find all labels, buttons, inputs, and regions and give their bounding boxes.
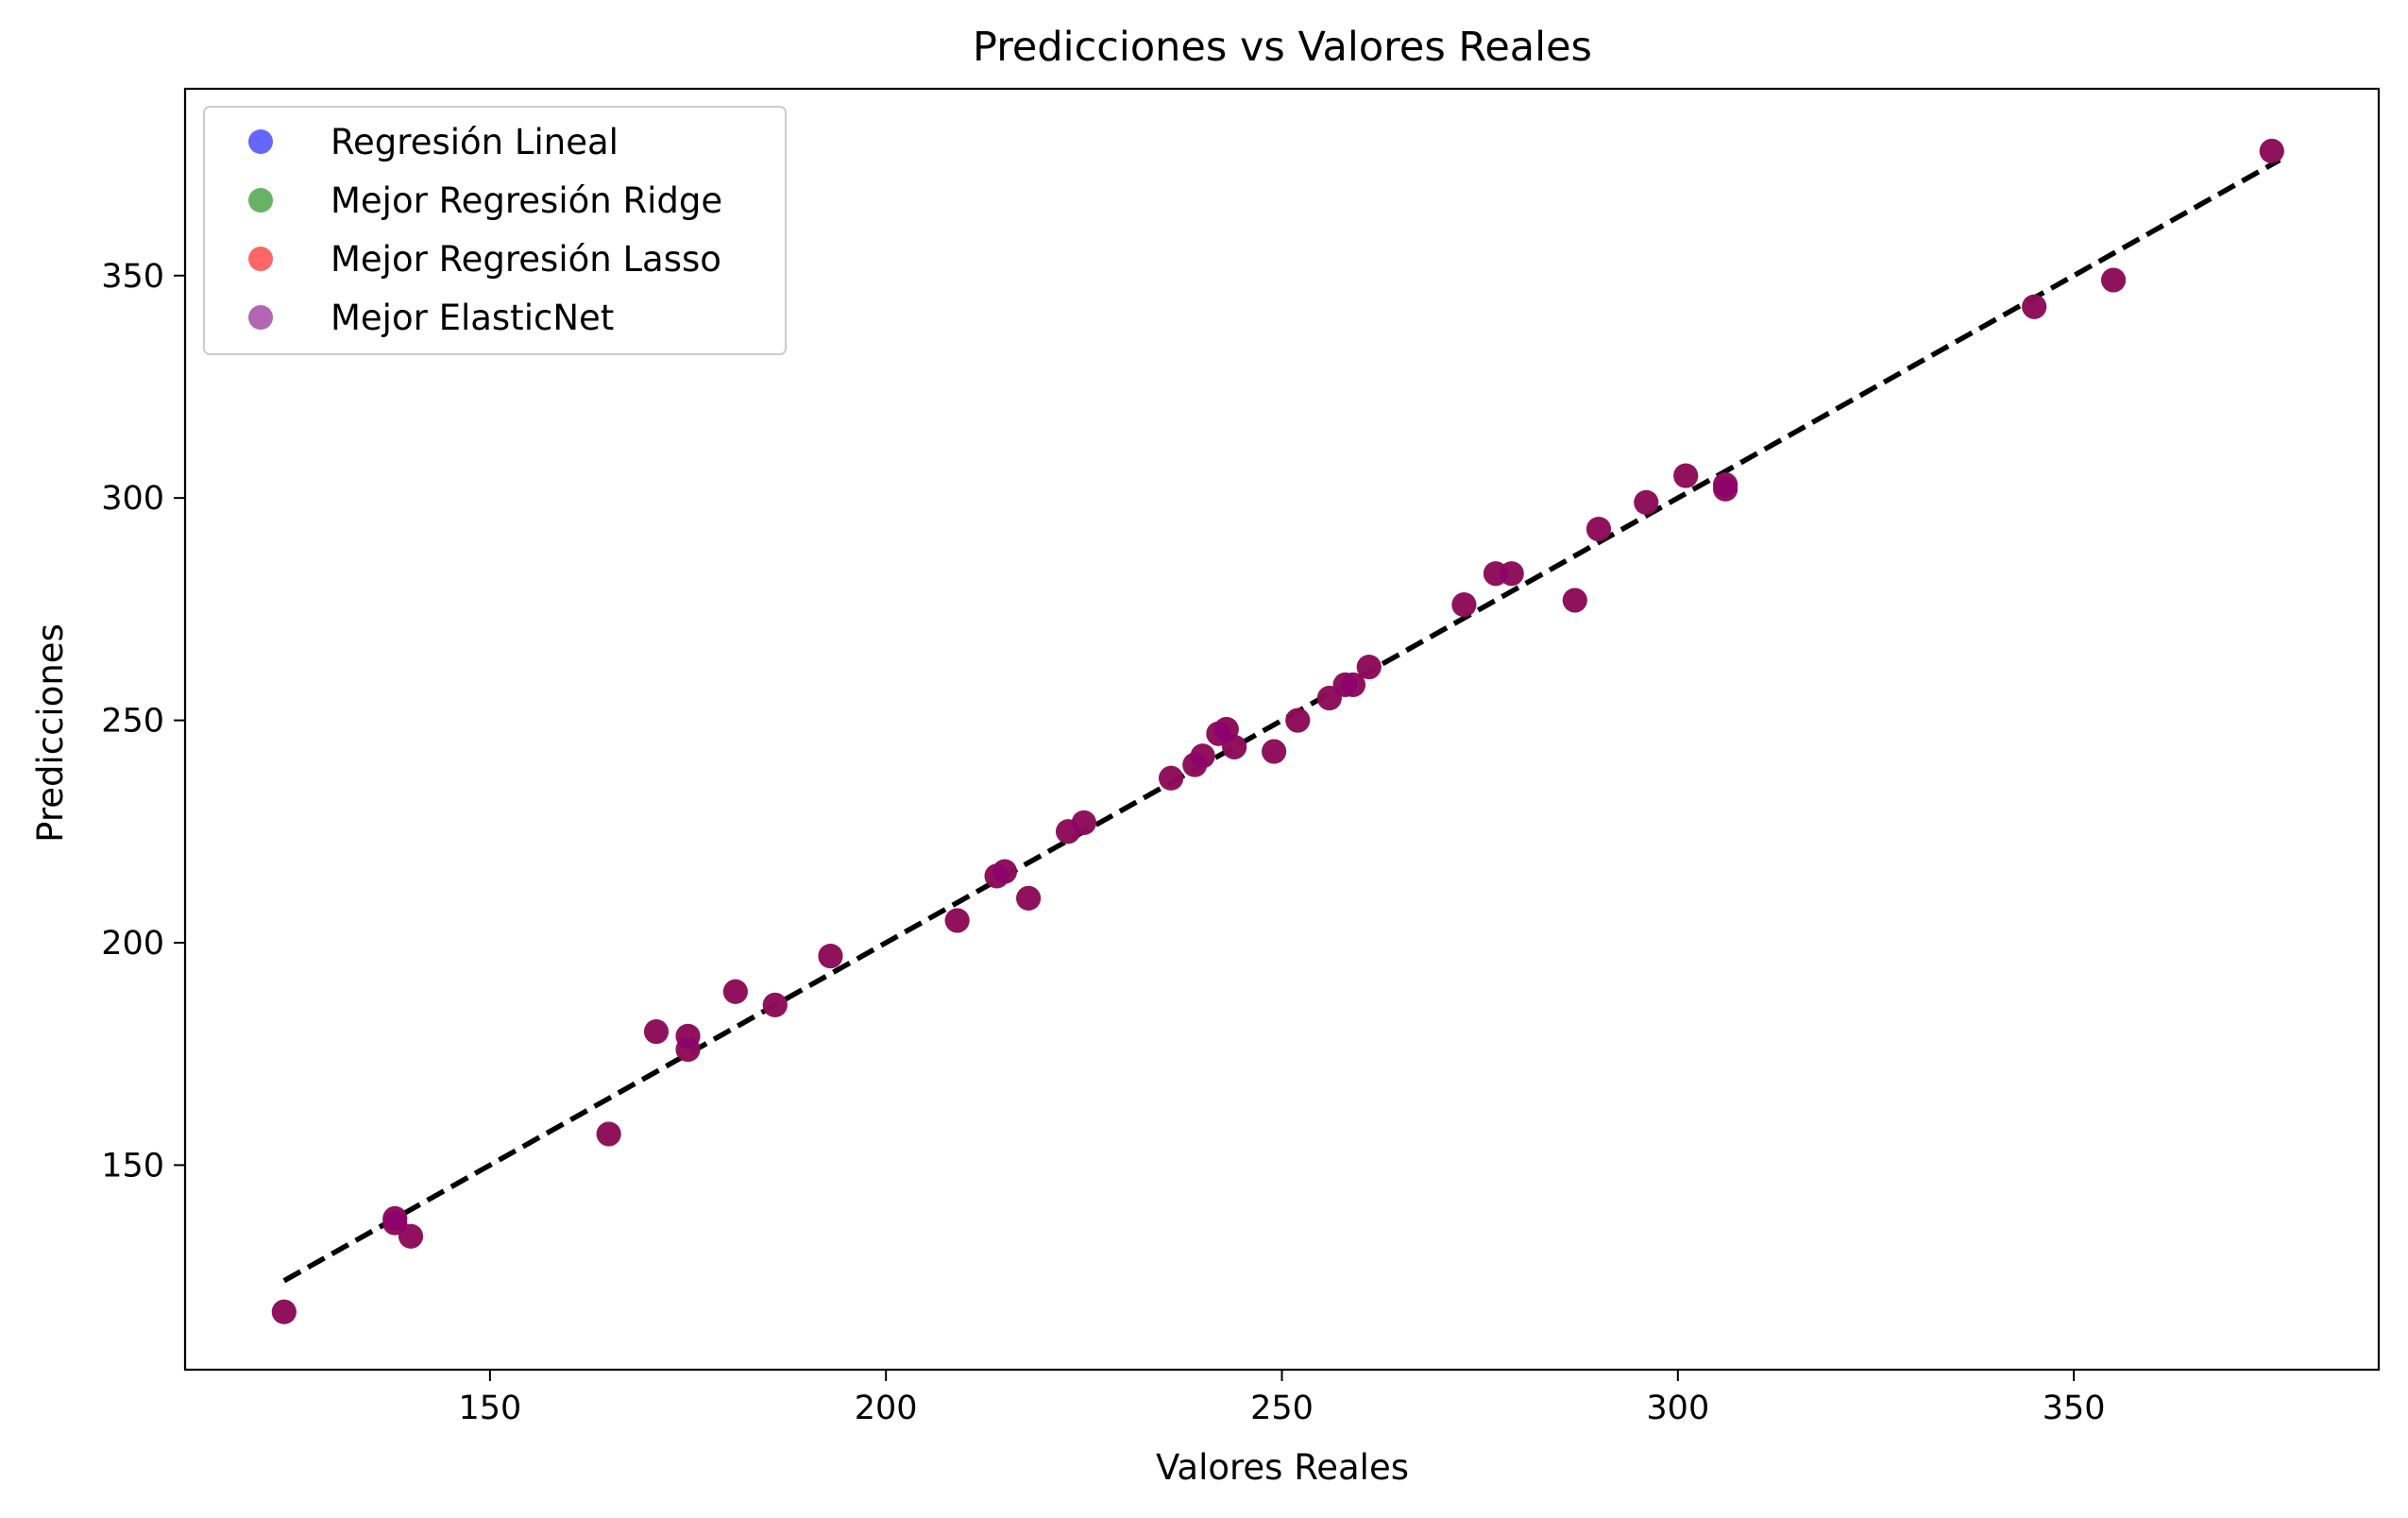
y-axis-label: Predicciones bbox=[30, 623, 71, 843]
data-point bbox=[818, 944, 843, 969]
data-point bbox=[1262, 739, 1287, 764]
y-tick-label: 200 bbox=[101, 925, 164, 963]
data-point bbox=[2101, 267, 2127, 293]
data-point bbox=[1451, 592, 1477, 618]
legend-marker bbox=[248, 188, 273, 213]
legend-label: Regresión Lineal bbox=[331, 122, 619, 162]
data-point bbox=[944, 908, 970, 933]
plot-area: 150 200 250 300 350 150 200 250 300 350 bbox=[101, 87, 2381, 1427]
data-point bbox=[2259, 138, 2284, 163]
legend-label: Mejor Regresión Lasso bbox=[331, 239, 721, 280]
x-tick-label: 150 bbox=[458, 1390, 521, 1427]
data-point bbox=[1285, 708, 1311, 733]
data-point bbox=[1159, 765, 1184, 791]
legend-marker bbox=[248, 305, 273, 330]
data-point bbox=[1562, 588, 1587, 613]
series-4 bbox=[271, 138, 2284, 1324]
chart-title: Predicciones vs Valores Reales bbox=[973, 24, 1592, 71]
legend: Regresión Lineal Mejor Regresión Ridge Mej… bbox=[203, 106, 787, 355]
legend-marker bbox=[248, 247, 273, 271]
data-point bbox=[1190, 743, 1215, 769]
data-point bbox=[1634, 489, 1659, 515]
y-tick-label: 350 bbox=[101, 258, 164, 296]
x-tick-label: 350 bbox=[2043, 1390, 2106, 1427]
data-point bbox=[271, 1299, 297, 1324]
data-point bbox=[722, 979, 748, 1004]
data-point bbox=[1340, 672, 1365, 697]
reference-line bbox=[282, 157, 2281, 1284]
data-point bbox=[762, 992, 788, 1017]
x-axis-label: Valores Reales bbox=[1156, 1447, 1409, 1488]
data-point bbox=[1356, 655, 1382, 680]
data-point bbox=[992, 859, 1017, 884]
data-point bbox=[1586, 517, 1611, 542]
data-point bbox=[1016, 885, 1042, 911]
data-point bbox=[1673, 463, 1699, 488]
y-tick-label: 250 bbox=[101, 703, 164, 741]
data-point bbox=[643, 1019, 669, 1045]
data-point bbox=[2022, 294, 2047, 319]
data-point bbox=[382, 1205, 408, 1231]
data-point bbox=[596, 1121, 621, 1147]
legend-marker bbox=[248, 129, 273, 154]
y-tick-label: 150 bbox=[101, 1147, 164, 1185]
data-point bbox=[1499, 561, 1524, 587]
data-point bbox=[1071, 810, 1096, 835]
x-tick-label: 200 bbox=[855, 1390, 918, 1427]
data-point bbox=[1713, 472, 1738, 498]
x-tick-label: 300 bbox=[1646, 1390, 1709, 1427]
legend-box bbox=[203, 106, 787, 355]
legend-label: Mejor ElasticNet bbox=[331, 298, 614, 338]
data-point bbox=[399, 1223, 424, 1249]
x-tick-label: 250 bbox=[1250, 1390, 1314, 1427]
data-point bbox=[675, 1023, 701, 1049]
data-point bbox=[1222, 734, 1247, 759]
legend-label: Mejor Regresión Ridge bbox=[331, 180, 722, 221]
y-tick-label: 300 bbox=[101, 480, 164, 518]
